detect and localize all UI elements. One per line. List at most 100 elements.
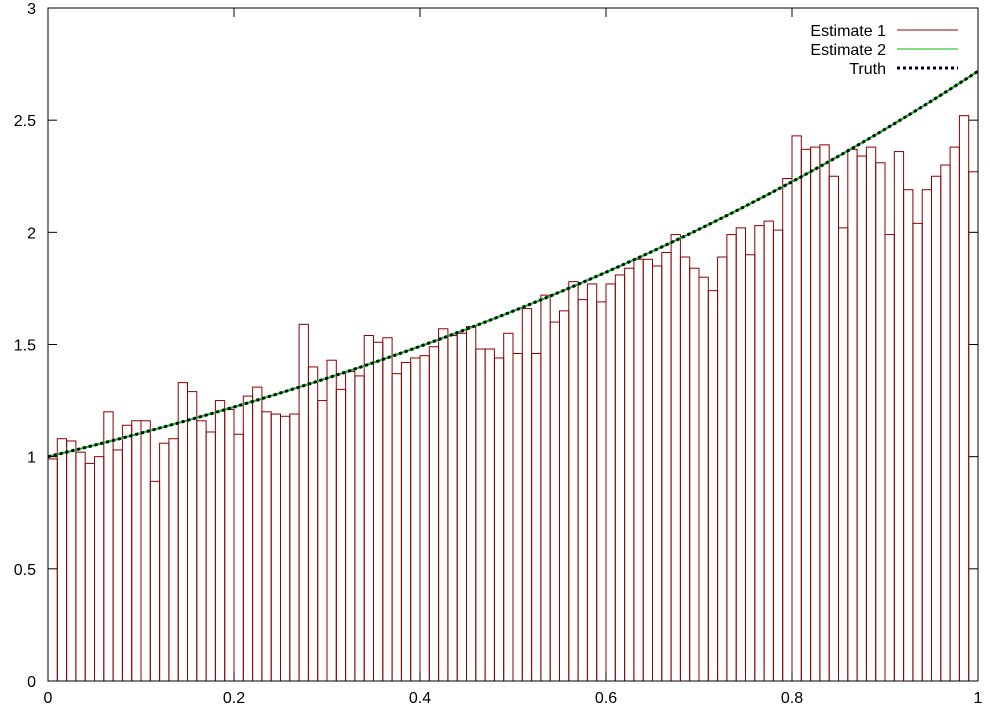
histogram-bar: [56, 438, 68, 682]
x-tick-label: 1: [974, 690, 983, 707]
histogram-bar: [205, 431, 216, 682]
histogram-bar: [847, 148, 858, 682]
histogram-bar: [559, 310, 570, 682]
histogram-bar: [512, 352, 523, 682]
histogram-bar: [196, 420, 207, 682]
histogram-bar: [698, 276, 709, 682]
histogram-bar: [326, 359, 337, 682]
x-tick-label: 0.2: [223, 690, 245, 707]
histogram-bar: [596, 301, 607, 682]
histogram-bar: [187, 391, 198, 682]
y-tick-label: 1: [27, 450, 36, 467]
x-tick-label: 0.8: [781, 690, 803, 707]
histogram-bar: [391, 373, 402, 682]
histogram-bar: [726, 234, 737, 682]
histogram-bar: [521, 308, 533, 682]
histogram-bar: [438, 328, 449, 682]
legend-estimate-1-label: Estimate 1: [810, 23, 886, 40]
histogram-bar: [131, 420, 142, 682]
histogram-bar: [782, 177, 793, 682]
histogram-bar: [242, 395, 254, 682]
histogram-bar: [84, 462, 95, 682]
legend: Estimate 1 Estimate 2 Truth: [810, 23, 958, 78]
histogram-bar: [410, 357, 421, 682]
histogram-bar: [577, 299, 588, 682]
histogram-bar: [447, 335, 458, 682]
histogram-bar: [549, 321, 561, 682]
histogram-bar: [252, 386, 263, 682]
histogram-bar: [345, 370, 356, 682]
histogram-bar: [921, 189, 933, 682]
histogram-bar: [456, 332, 468, 682]
histogram-bar: [354, 375, 365, 682]
histogram-bar: [652, 265, 663, 682]
histogram-bar: [298, 323, 309, 682]
histogram-bar: [707, 290, 719, 682]
histogram-bar: [810, 146, 821, 682]
histogram-bar: [66, 440, 77, 682]
histogram-bar: [270, 413, 282, 682]
histogram-bar: [233, 433, 244, 682]
histogram-bar: [307, 366, 319, 682]
y-tick-label: 0.5: [14, 562, 36, 579]
histogram-bar: [772, 229, 784, 682]
histogram-bar: [931, 175, 942, 682]
histogram-bar: [466, 326, 477, 682]
histogram-bar: [261, 411, 272, 682]
histogram-bar: [940, 164, 951, 682]
histogram-bar: [214, 400, 226, 682]
histogram-bar: [819, 144, 830, 682]
histogram-bars: [47, 115, 979, 682]
histogram-bar: [428, 346, 440, 682]
histogram-bar: [735, 227, 747, 682]
histogram-bar: [140, 420, 151, 682]
histogram-bar: [103, 411, 114, 682]
histogram-bar: [614, 274, 626, 682]
histogram-bar: [949, 146, 960, 682]
histogram-bar: [177, 382, 188, 682]
histogram-bar: [94, 456, 105, 682]
histogram-bar: [958, 115, 970, 682]
legend-estimate-2-label: Estimate 2: [810, 42, 886, 59]
histogram-bar: [679, 256, 691, 682]
y-tick-label: 2: [27, 225, 36, 242]
histogram-bar: [540, 294, 551, 682]
histogram-bar: [503, 332, 514, 682]
histogram-bar: [47, 458, 58, 682]
histogram-bar: [884, 234, 895, 682]
histogram-bar: [754, 225, 765, 682]
histogram-bar: [865, 146, 877, 682]
y-tick-label: 3: [27, 1, 36, 18]
histogram-bar: [633, 258, 644, 682]
histogram-bar: [224, 409, 235, 682]
axis-ticks: 0 0.2 0.4 0.6 0.8 1 0 0.5 1 1.5 2 2.5 3: [14, 1, 983, 707]
histogram-bar: [912, 222, 923, 682]
histogram-bar: [763, 220, 774, 682]
histogram-bar: [335, 388, 347, 682]
histogram-bar: [689, 267, 700, 682]
y-tick-label: 0: [27, 674, 36, 691]
histogram-bar: [112, 449, 123, 682]
x-tick-label: 0: [44, 690, 53, 707]
y-tick-label: 1.5: [14, 338, 36, 355]
histogram-bar: [159, 442, 170, 682]
histogram-bar: [875, 162, 886, 682]
histogram-bar: [317, 400, 328, 682]
histogram-bar: [149, 480, 161, 682]
histogram-bar: [838, 227, 849, 682]
histogram-bar: [893, 151, 905, 682]
histogram-bar: [717, 256, 728, 682]
x-tick-label: 0.4: [409, 690, 431, 707]
histogram-bar: [856, 155, 867, 682]
histogram-bar: [493, 357, 505, 682]
histogram-bar: [280, 415, 291, 682]
histogram-bar: [373, 341, 384, 682]
histogram-bar: [968, 171, 979, 682]
histogram-bar: [382, 337, 393, 682]
histogram-bar: [121, 424, 133, 682]
histogram-bar: [745, 254, 756, 682]
curves: [47, 69, 979, 459]
histogram-bar: [531, 352, 542, 682]
histogram-bar: [670, 234, 681, 682]
